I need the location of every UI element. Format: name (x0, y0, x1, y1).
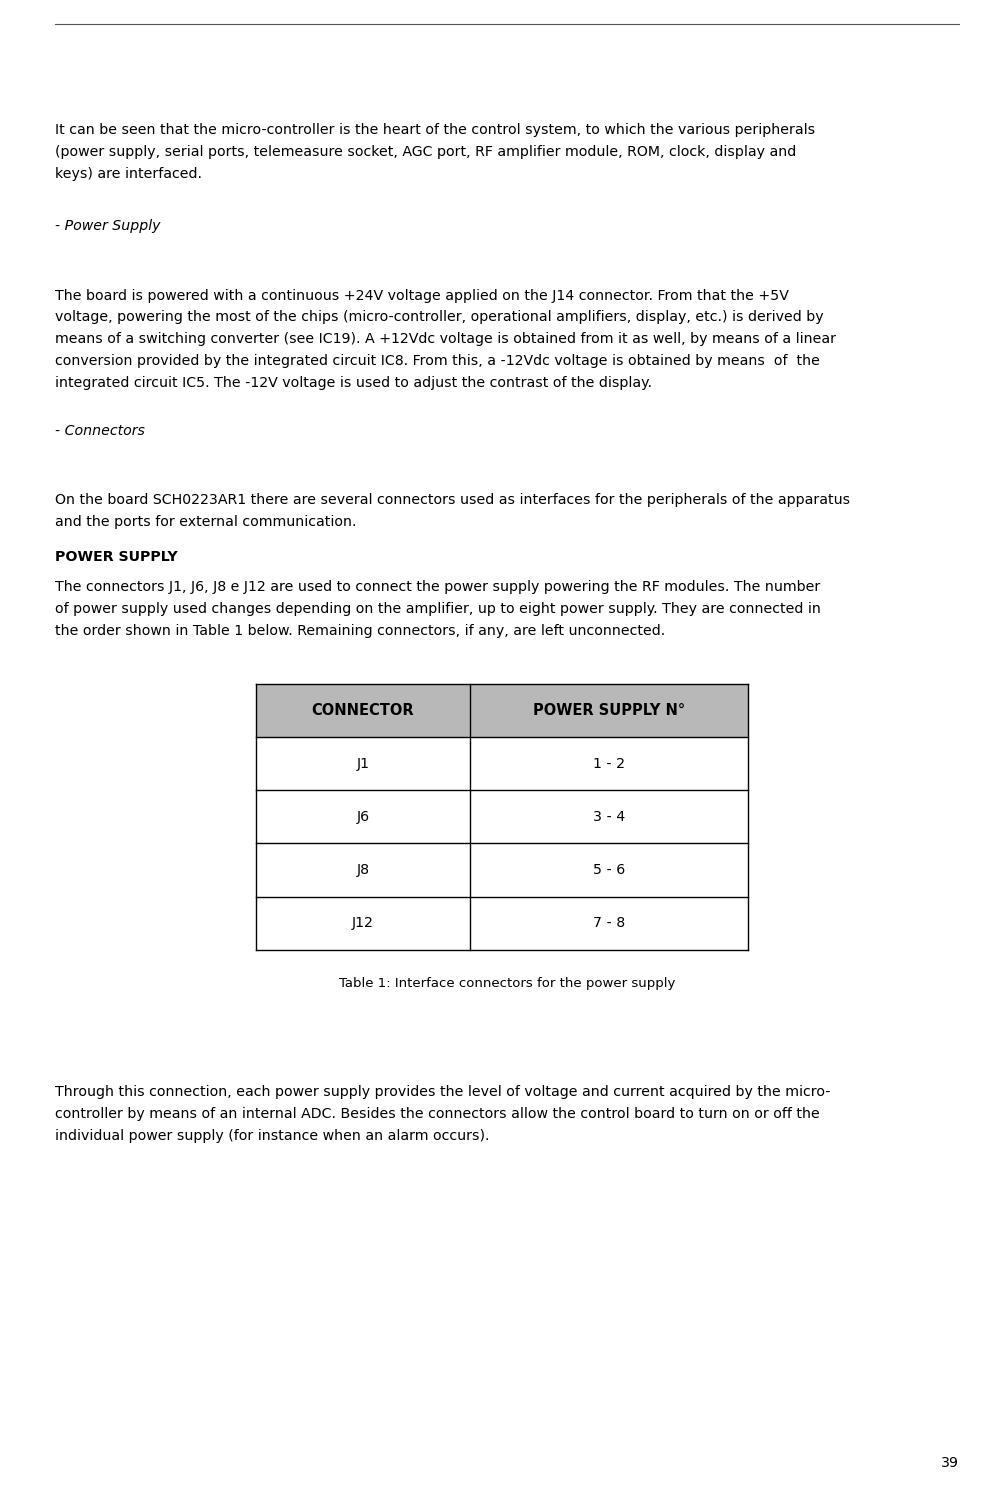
Text: J1: J1 (356, 756, 369, 771)
Text: 5 - 6: 5 - 6 (593, 863, 625, 878)
Text: Table 1: Interface connectors for the power supply: Table 1: Interface connectors for the po… (338, 977, 675, 990)
Text: POWER SUPPLY N°: POWER SUPPLY N° (533, 703, 684, 718)
Text: keys) are interfaced.: keys) are interfaced. (55, 167, 202, 180)
Text: voltage, powering the most of the chips (micro-controller, operational amplifier: voltage, powering the most of the chips … (55, 310, 823, 325)
Text: The board is powered with a continuous +24V voltage applied on the J14 connector: The board is powered with a continuous +… (55, 289, 788, 302)
Text: POWER SUPPLY: POWER SUPPLY (55, 550, 178, 564)
Text: Through this connection, each power supply provides the level of voltage and cur: Through this connection, each power supp… (55, 1085, 829, 1099)
Text: conversion provided by the integrated circuit IC8. From this, a -12Vdc voltage i: conversion provided by the integrated ci… (55, 353, 819, 368)
FancyBboxPatch shape (256, 684, 747, 736)
Text: It can be seen that the micro-controller is the heart of the control system, to : It can be seen that the micro-controller… (55, 123, 814, 137)
Text: The connectors J1, J6, J8 e J12 are used to connect the power supply powering th: The connectors J1, J6, J8 e J12 are used… (55, 580, 819, 594)
Text: controller by means of an internal ADC. Besides the connectors allow the control: controller by means of an internal ADC. … (55, 1106, 819, 1121)
Text: (power supply, serial ports, telemeasure socket, AGC port, RF amplifier module, : (power supply, serial ports, telemeasure… (55, 144, 795, 159)
Text: On the board SCH0223AR1 there are several connectors used as interfaces for the : On the board SCH0223AR1 there are severa… (55, 493, 850, 507)
Text: - Power Supply: - Power Supply (55, 219, 160, 233)
Text: CONNECTOR: CONNECTOR (311, 703, 414, 718)
Text: 1 - 2: 1 - 2 (593, 756, 625, 771)
Text: J6: J6 (356, 810, 369, 824)
Text: 3 - 4: 3 - 4 (593, 810, 625, 824)
Text: of power supply used changes depending on the amplifier, up to eight power suppl: of power supply used changes depending o… (55, 601, 820, 616)
Text: 39: 39 (940, 1456, 958, 1470)
Text: 7 - 8: 7 - 8 (593, 917, 625, 930)
Text: integrated circuit IC5. The -12V voltage is used to adjust the contrast of the d: integrated circuit IC5. The -12V voltage… (55, 376, 652, 389)
Text: means of a switching converter (see IC19). A +12Vdc voltage is obtained from it : means of a switching converter (see IC19… (55, 332, 835, 346)
Text: individual power supply (for instance when an alarm occurs).: individual power supply (for instance wh… (55, 1129, 489, 1142)
Text: J12: J12 (352, 917, 373, 930)
Text: the order shown in Table 1 below. Remaining connectors, if any, are left unconne: the order shown in Table 1 below. Remain… (55, 624, 665, 637)
Text: J8: J8 (356, 863, 369, 878)
Text: - Connectors: - Connectors (55, 424, 145, 437)
Text: and the ports for external communication.: and the ports for external communication… (55, 514, 356, 529)
